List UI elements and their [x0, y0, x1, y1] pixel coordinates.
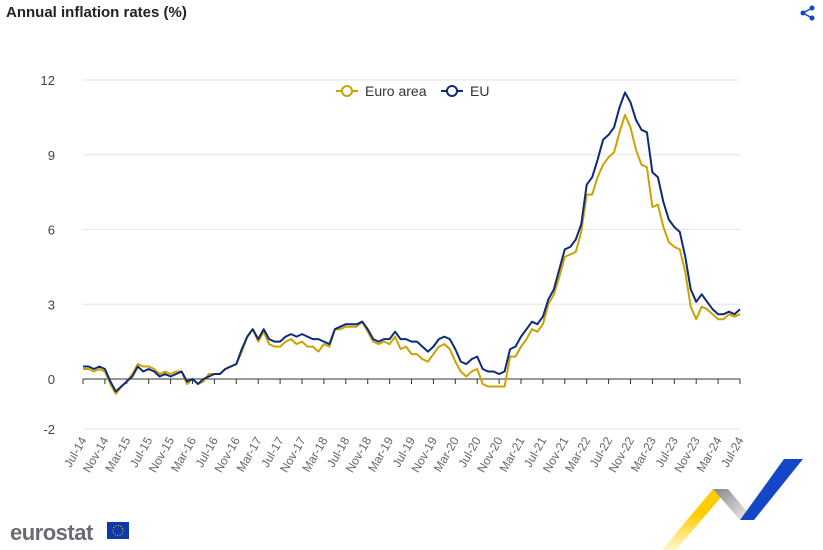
series-line-eu	[83, 91, 741, 393]
logo-text: eurostat	[10, 520, 93, 545]
y-tick-label: -2	[43, 422, 55, 437]
y-tick-label: 9	[48, 148, 55, 163]
legend-label-euro-area: Euro area	[365, 83, 427, 99]
y-tick-label: 0	[48, 372, 55, 387]
legend-label-eu: EU	[470, 83, 489, 99]
legend-item-eu[interactable]: EU	[441, 83, 489, 99]
series-line-euro-area	[83, 113, 741, 395]
eurostat-swoosh-logo	[662, 459, 803, 550]
eu-flag-icon	[107, 522, 129, 539]
y-tick-label: 6	[48, 223, 55, 238]
y-tick-label: 3	[48, 297, 55, 312]
y-tick-label: 12	[41, 73, 55, 88]
chart-title: Annual inflation rates (%)	[6, 4, 187, 21]
share-icon[interactable]	[799, 4, 817, 22]
legend-item-euro-area[interactable]: Euro area	[336, 83, 427, 99]
x-tick-label: Jul-24	[718, 434, 747, 470]
legend: Euro area EU	[336, 83, 489, 99]
eurostat-logo: eurostat	[10, 520, 93, 546]
